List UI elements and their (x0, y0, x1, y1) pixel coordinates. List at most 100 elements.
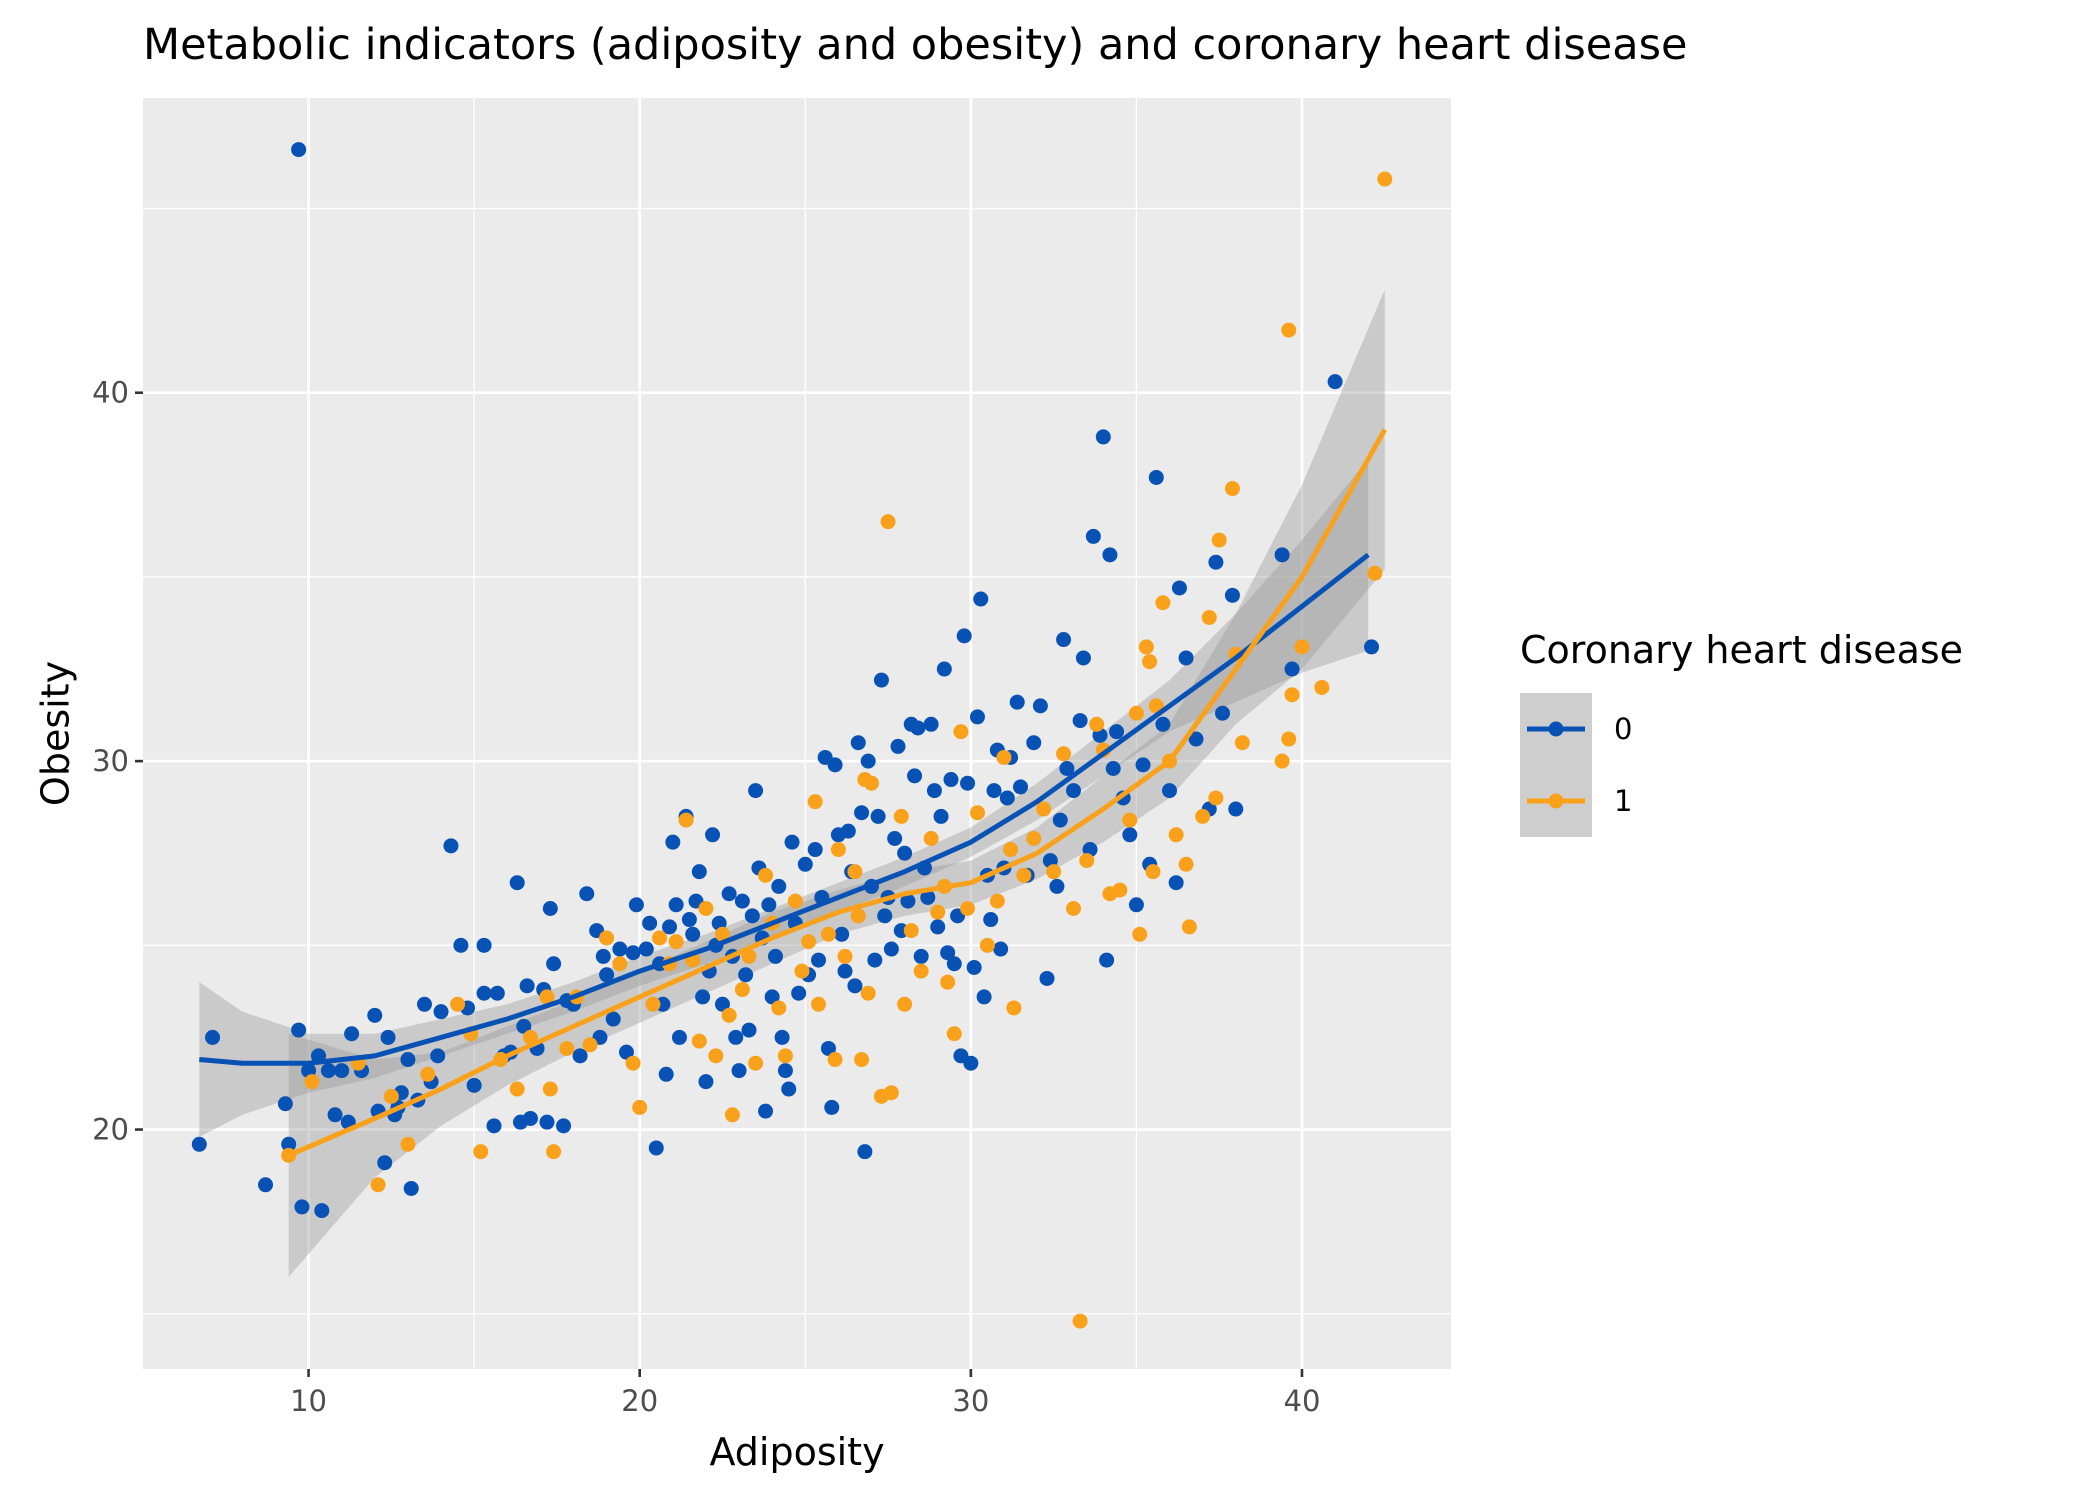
point-series-0 (1178, 650, 1194, 666)
point-series-1 (1142, 654, 1158, 670)
point-series-0 (1188, 731, 1204, 747)
point-series-0 (658, 1066, 674, 1082)
x-axis-title: Adiposity (709, 1430, 884, 1474)
smooth-line-1 (287, 428, 1387, 1158)
point-series-0 (665, 834, 681, 850)
point-series-0 (1059, 760, 1075, 776)
point-series-1 (807, 794, 823, 810)
point-series-1 (1128, 705, 1144, 721)
point-series-1 (860, 985, 876, 1001)
point-series-0 (320, 1063, 336, 1079)
point-series-0 (1284, 661, 1300, 677)
point-series-0 (1085, 528, 1101, 544)
point-series-1 (1006, 1000, 1022, 1016)
point-series-0 (993, 941, 1009, 957)
point-series-0 (960, 775, 976, 791)
point-series-0 (1135, 757, 1151, 773)
point-series-1 (820, 926, 836, 942)
point-series-1 (304, 1074, 320, 1090)
x-axis: 10 20 30 40 (290, 1369, 1320, 1418)
point-series-0 (966, 959, 982, 975)
point-series-1 (698, 900, 714, 916)
point-series-1 (632, 1099, 648, 1115)
point-series-0 (840, 823, 856, 839)
point-series-1 (1026, 830, 1042, 846)
point-series-1 (979, 937, 995, 953)
point-series-0 (900, 893, 916, 909)
point-series-1 (758, 867, 774, 883)
point-series-1 (787, 893, 803, 909)
point-series-0 (572, 1048, 588, 1064)
point-series-0 (519, 978, 535, 994)
point-series-0 (811, 952, 827, 968)
point-series-1 (989, 893, 1005, 909)
point-series-1 (1122, 812, 1138, 828)
point-series-0 (734, 893, 750, 909)
point-series-0 (946, 956, 962, 972)
point-series-0 (761, 897, 777, 913)
point-series-0 (738, 967, 754, 983)
point-series-0 (764, 989, 780, 1005)
point-series-0 (824, 1099, 840, 1115)
point-series-1 (801, 934, 817, 950)
legend-key-point (1548, 721, 1564, 737)
point-series-0 (685, 926, 701, 942)
point-series-0 (854, 805, 870, 821)
point-series-0 (943, 772, 959, 788)
point-series-0 (1109, 724, 1125, 740)
point-series-1 (1132, 926, 1148, 942)
point-series-0 (698, 1074, 714, 1090)
point-series-0 (334, 1063, 350, 1079)
point-series-0 (1162, 783, 1178, 799)
point-series-0 (612, 941, 628, 957)
point-series-0 (741, 1022, 757, 1038)
point-series-0 (1102, 547, 1118, 563)
point-series-0 (999, 790, 1015, 806)
point-series-1 (370, 1177, 386, 1193)
point-series-0 (870, 808, 886, 824)
point-series-0 (1228, 801, 1244, 817)
point-series-0 (1056, 632, 1072, 648)
point-series-1 (827, 1052, 843, 1068)
point-series-1 (1201, 609, 1217, 625)
point-series-0 (1099, 952, 1115, 968)
legend-title: Coronary heart disease (1520, 628, 1963, 672)
point-series-0 (556, 1118, 572, 1134)
point-series-0 (1155, 716, 1171, 732)
point-series-1 (1089, 716, 1105, 732)
point-series-0 (476, 985, 492, 1001)
point-series-1 (652, 930, 668, 946)
x-tick-label: 10 (290, 1384, 327, 1418)
point-series-0 (579, 886, 595, 902)
legend-label-1: 1 (1614, 784, 1632, 818)
point-series-0 (827, 757, 843, 773)
point-series-1 (777, 1048, 793, 1064)
point-series-0 (1224, 587, 1240, 603)
point-series-0 (377, 1155, 393, 1171)
point-series-0 (291, 1022, 307, 1038)
point-series-0 (1075, 650, 1091, 666)
point-series-1 (599, 930, 615, 946)
point-series-1 (539, 989, 555, 1005)
point-series-1 (582, 1037, 598, 1053)
point-series-0 (638, 941, 654, 957)
point-series-0 (681, 912, 697, 928)
point-series-1 (400, 1136, 416, 1152)
point-series-0 (807, 842, 823, 858)
point-series-1 (1178, 856, 1194, 872)
point-series-0 (774, 1029, 790, 1045)
point-series-1 (969, 805, 985, 821)
point-series-1 (748, 1055, 764, 1071)
point-series-1 (1016, 867, 1032, 883)
point-series-0 (546, 956, 562, 972)
point-series-1 (542, 1081, 558, 1097)
point-series-1 (953, 724, 969, 740)
point-series-0 (314, 1203, 330, 1219)
point-series-0 (291, 142, 307, 158)
point-series-1 (668, 934, 684, 950)
point-series-1 (893, 808, 909, 824)
point-series-1 (1138, 639, 1154, 655)
point-series-0 (380, 1029, 396, 1045)
point-series-0 (758, 1103, 774, 1119)
point-series-0 (1128, 897, 1144, 913)
